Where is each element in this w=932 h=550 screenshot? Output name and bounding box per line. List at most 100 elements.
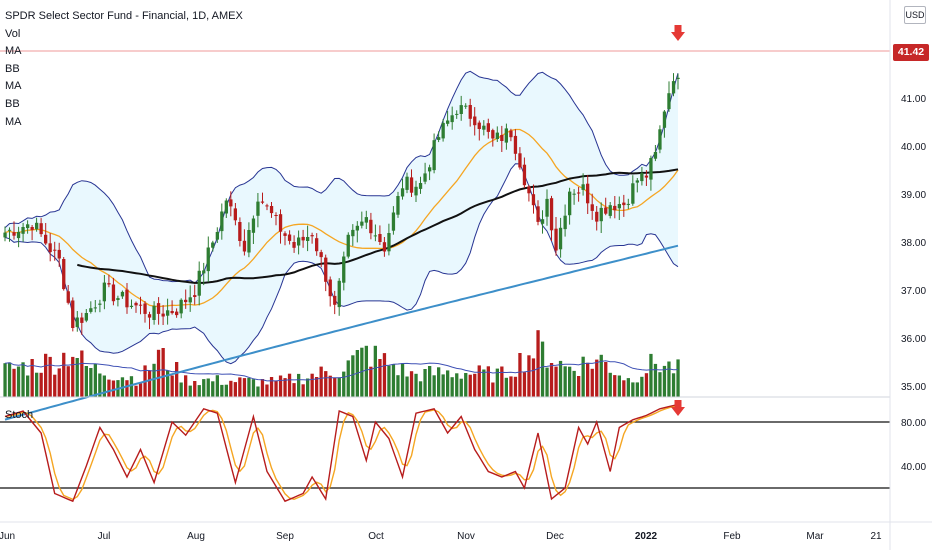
volume-bar [346, 360, 350, 397]
candle [152, 301, 156, 325]
candle [319, 249, 323, 268]
legend-ma-2[interactable]: MA [5, 80, 22, 93]
candle [414, 180, 418, 202]
candle [400, 178, 405, 200]
candle [662, 110, 667, 138]
time-axis[interactable]: Jun Jul Aug Sep Oct Nov Dec 2022 Feb Mar 21 [0, 531, 882, 542]
volume-bar [400, 363, 405, 397]
indicator-lines [4, 70, 679, 421]
volume-bar [531, 358, 536, 397]
candle [324, 254, 328, 292]
candle [581, 173, 585, 196]
volume-bar [53, 374, 57, 397]
price-tick-label: 36.00 [901, 334, 926, 345]
candle [211, 240, 215, 252]
volume-bar [306, 378, 310, 397]
volume-bar [622, 380, 626, 397]
volume-bar [667, 361, 671, 397]
stoch-legend[interactable]: Stoch [5, 409, 34, 421]
volume-bar [396, 375, 400, 397]
volume-bar [360, 347, 364, 397]
candle [66, 285, 70, 305]
candle-body [319, 252, 323, 258]
candle [3, 226, 7, 242]
volume-bar [455, 373, 459, 397]
candle-body [224, 200, 228, 214]
legend-bb-2[interactable]: BB [5, 97, 20, 110]
legend-ma-1[interactable]: MA [5, 45, 22, 58]
volume-bar [437, 367, 441, 397]
candle [71, 297, 75, 332]
volume-bar [166, 370, 170, 397]
candle-body [558, 227, 563, 250]
candle-body [12, 232, 16, 236]
candle-body [644, 175, 649, 178]
candle [143, 301, 147, 323]
legend-ma-3[interactable]: MA [5, 115, 22, 128]
candle [16, 226, 21, 248]
candle-body [540, 219, 545, 224]
volume-bar [549, 363, 554, 397]
volume-bar [486, 366, 490, 397]
legend-bb-1[interactable]: BB [5, 62, 20, 75]
candle-body [504, 128, 508, 143]
volume-bar [658, 372, 662, 397]
candle [572, 189, 576, 205]
volume-bar [581, 356, 585, 397]
candle [202, 262, 206, 286]
candle-body [486, 123, 490, 132]
volume-bar [292, 383, 296, 397]
volume-bar [3, 363, 7, 397]
candle [423, 162, 427, 185]
stoch-signal-arrow [671, 400, 685, 416]
candle-body [292, 242, 296, 248]
time-tick-label: 2022 [635, 531, 658, 542]
candle-body [577, 192, 581, 194]
candle-body [197, 270, 201, 296]
volume-bar [62, 352, 66, 397]
candle-body [387, 233, 391, 252]
volume-bar [626, 378, 630, 397]
candle [473, 107, 477, 136]
time-tick-label: Jun [0, 531, 15, 542]
volume-bar [527, 355, 531, 397]
candle-body [260, 201, 265, 203]
volume-bar [30, 359, 34, 397]
volume-bar [391, 364, 396, 397]
candle [382, 237, 387, 257]
candle [315, 233, 319, 256]
candle [274, 212, 278, 226]
candle-body [3, 232, 7, 238]
candle [35, 217, 39, 232]
candle [500, 125, 504, 152]
volume-bar [513, 376, 518, 397]
candle-body [342, 256, 346, 283]
candle [53, 241, 57, 261]
volume-bar [464, 373, 468, 397]
candle-body [441, 122, 445, 139]
volume-bar [459, 378, 463, 397]
candle [57, 242, 61, 267]
volume-bar [193, 381, 197, 397]
candle-body [455, 113, 459, 115]
legend-vol[interactable]: Vol [5, 27, 21, 40]
currency-button[interactable]: USD [904, 6, 926, 24]
volume-bar [206, 378, 210, 397]
candle-body [337, 280, 341, 308]
candle [577, 187, 581, 202]
candle-body [432, 140, 436, 171]
volume-bar [414, 373, 418, 397]
time-tick-label: Oct [368, 531, 384, 542]
candle [387, 223, 391, 256]
candle [26, 220, 30, 234]
candle [391, 206, 396, 235]
candle-body [459, 105, 463, 114]
volume-bar [604, 362, 608, 397]
volume-bar [342, 371, 346, 397]
volume-bar [256, 386, 260, 397]
candle-body [423, 173, 427, 182]
candle [111, 277, 116, 306]
volume-bar [57, 368, 61, 397]
candle-body [84, 313, 88, 321]
